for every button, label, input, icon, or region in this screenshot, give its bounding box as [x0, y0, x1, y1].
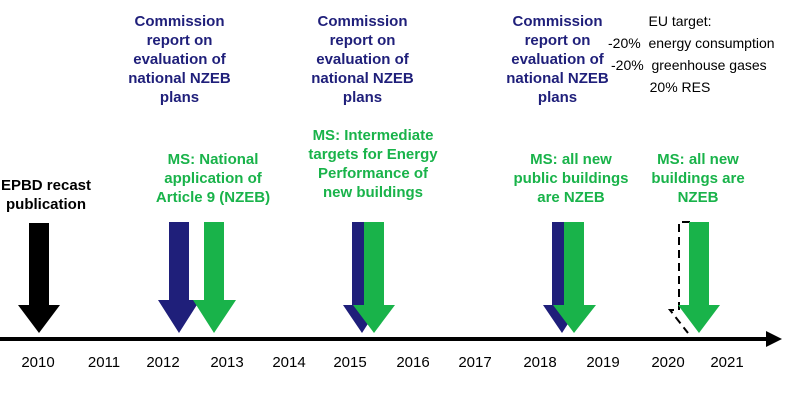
commission-label-2012: Commission report on evaluation of natio…: [128, 13, 231, 106]
ms-arrow-2020: [678, 222, 720, 333]
year-label: 2011: [87, 354, 121, 371]
epbd-arrow: [18, 223, 60, 333]
year-label: 2013: [210, 354, 244, 371]
ms-label-2015: MS: Intermediate targets for Energy Perf…: [308, 127, 438, 201]
eu-target-title: EU target:: [648, 13, 712, 29]
ms-arrow-2018: [553, 222, 596, 333]
year-label: 2010: [21, 354, 55, 371]
commission-label-2015: Commission report on evaluation of natio…: [311, 13, 414, 106]
year-label: 2015: [333, 354, 367, 371]
eu-target-energy: -20% energy consumption: [608, 35, 775, 51]
year-label: 2016: [396, 354, 430, 371]
eu-target-ghg: -20% greenhouse gases: [611, 57, 767, 73]
epbd-label: EPBD recast publication: [0, 177, 92, 213]
commission-arrow-2012: [158, 222, 200, 333]
year-label: 2018: [523, 354, 557, 371]
timeline-arrowhead: [766, 331, 782, 347]
ms-label-2012: MS: National application of Article 9 (N…: [155, 151, 271, 206]
ms-label-2018: MS: all new public buildings are NZEB: [513, 151, 629, 206]
ms-arrow-2012: [193, 222, 236, 333]
year-label: 2017: [458, 354, 492, 371]
year-label: 2014: [272, 354, 306, 371]
commission-label-2018: Commission report on evaluation of natio…: [506, 13, 609, 106]
ms-arrow-2015: [353, 222, 395, 333]
year-label: 2019: [586, 354, 620, 371]
ms-label-2020: MS: all new buildings are NZEB: [651, 151, 745, 206]
year-label: 2012: [146, 354, 180, 371]
dashed-arrow-2020: [667, 221, 690, 334]
year-label: 2021: [710, 354, 744, 371]
eu-target-res: 20% RES: [649, 79, 711, 95]
year-label: 2020: [651, 354, 685, 371]
